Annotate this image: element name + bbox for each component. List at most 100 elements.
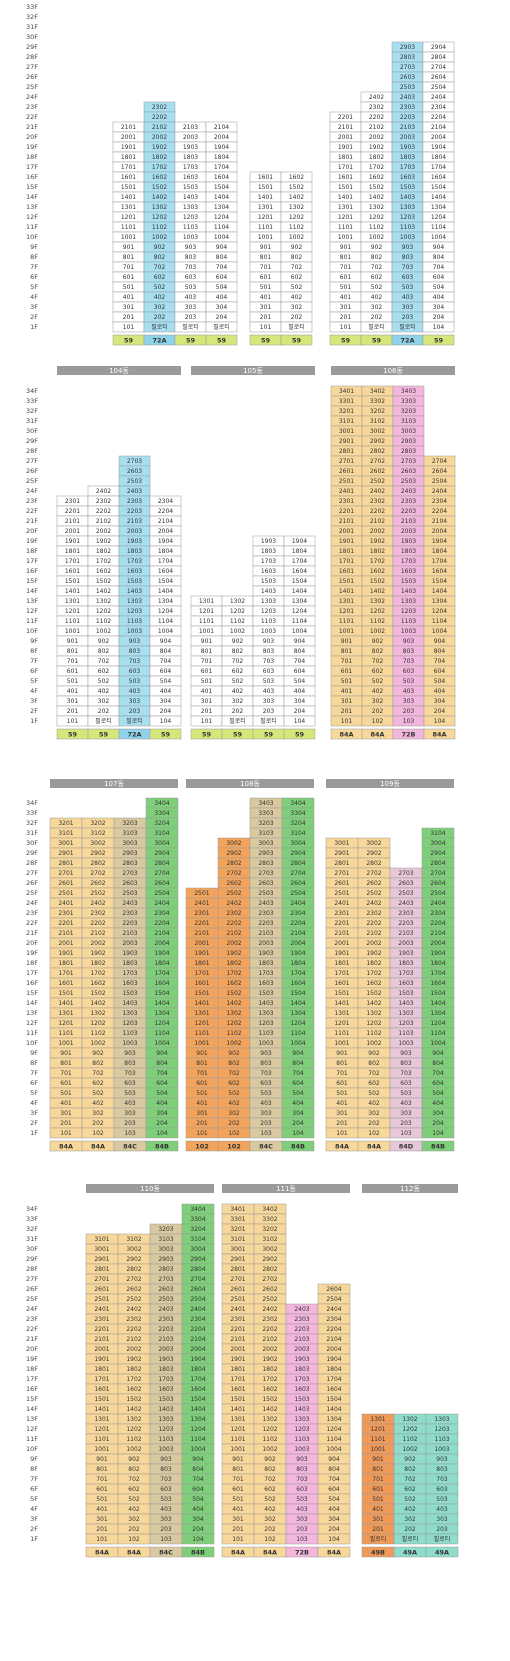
unit-number: 704 bbox=[328, 1476, 340, 1483]
unit-number: 1303 bbox=[183, 204, 198, 211]
unit-number: 902 bbox=[98, 638, 110, 645]
unit-number: 2104 bbox=[290, 930, 305, 937]
floor-label: 4F bbox=[30, 293, 38, 301]
building-name: 110동 bbox=[140, 1185, 160, 1193]
unit-number: 2204 bbox=[158, 508, 173, 515]
floor-label: 23F bbox=[26, 497, 38, 505]
unit-number: 1303 bbox=[434, 1416, 449, 1423]
unit-number: 1303 bbox=[294, 1416, 309, 1423]
unit-number: 1803 bbox=[127, 548, 142, 555]
unit-number: 3003 bbox=[158, 1246, 173, 1253]
unit-number: 704 bbox=[192, 1476, 204, 1483]
unit-number: 2704 bbox=[430, 870, 445, 877]
unit-type: 102 bbox=[195, 1143, 209, 1151]
floor-label: 11F bbox=[26, 617, 38, 625]
unit-number: 601 bbox=[67, 668, 79, 675]
unit-number: 302 bbox=[264, 1516, 276, 1523]
unit-number: 3404 bbox=[290, 800, 305, 807]
unit-number: 1104 bbox=[214, 224, 229, 231]
unit-number: 2602 bbox=[90, 880, 105, 887]
unit-number: 1702 bbox=[369, 164, 384, 171]
unit-number: 2002 bbox=[96, 528, 111, 535]
unit-number: 1803 bbox=[258, 960, 273, 967]
unit-number: 104 bbox=[434, 718, 446, 725]
unit-number: 1001 bbox=[194, 1040, 209, 1047]
unit-number: 2402 bbox=[96, 488, 111, 495]
unit-number: 2503 bbox=[127, 478, 142, 485]
floor-label: 19F bbox=[26, 537, 38, 545]
unit-number: 1601 bbox=[58, 980, 73, 987]
unit-number: 2703 bbox=[127, 458, 142, 465]
unit-number: 1701 bbox=[58, 970, 73, 977]
unit-type-cell bbox=[280, 334, 313, 346]
unit-number: 3001 bbox=[58, 840, 73, 847]
unit-number: 403 bbox=[400, 1100, 412, 1107]
unit-number: 404 bbox=[434, 688, 446, 695]
unit-number: 1201 bbox=[199, 608, 214, 615]
unit-number: 1102 bbox=[289, 224, 304, 231]
unit-number: 404 bbox=[328, 1506, 340, 1513]
unit-number: 1704 bbox=[158, 558, 173, 565]
unit-type: 84A bbox=[370, 731, 384, 739]
unit-number: 1702 bbox=[96, 558, 111, 565]
unit-number: 702 bbox=[291, 264, 303, 271]
unit-number: 602 bbox=[291, 274, 303, 281]
unit-number: 1304 bbox=[326, 1416, 341, 1423]
unit-number: 1601 bbox=[194, 980, 209, 987]
unit-number: 2001 bbox=[65, 528, 80, 535]
unit-number: 402 bbox=[98, 688, 110, 695]
unit-number: 2703 bbox=[158, 1276, 173, 1283]
unit-number: 2003 bbox=[401, 528, 416, 535]
unit-number: 2904 bbox=[290, 850, 305, 857]
unit-number: 504 bbox=[294, 678, 306, 685]
unit-number: 303 bbox=[129, 698, 141, 705]
unit-number: 204 bbox=[434, 708, 446, 715]
unit-number: 502 bbox=[371, 284, 383, 291]
unit-number: 1801 bbox=[58, 960, 73, 967]
unit-number: 2201 bbox=[65, 508, 80, 515]
unit-number: 1701 bbox=[121, 164, 136, 171]
unit-cell bbox=[425, 1533, 459, 1545]
unit-number: 1804 bbox=[290, 960, 305, 967]
unit-number: 203 bbox=[260, 1120, 272, 1127]
building-header bbox=[326, 779, 454, 788]
unit-number: 1002 bbox=[402, 1446, 417, 1453]
unit-number: 1001 bbox=[338, 234, 353, 241]
unit-number: 2202 bbox=[126, 1326, 141, 1333]
unit-number: 1801 bbox=[121, 154, 136, 161]
unit-number: 1002 bbox=[370, 628, 385, 635]
unit-number: 1803 bbox=[183, 154, 198, 161]
unit-number: 402 bbox=[128, 1506, 140, 1513]
unit-number: 901 bbox=[196, 1050, 208, 1057]
unit-number: 904 bbox=[192, 1456, 204, 1463]
unit-number: 2403 bbox=[127, 488, 142, 495]
unit-number: 2001 bbox=[58, 940, 73, 947]
unit-number: 702 bbox=[371, 264, 383, 271]
unit-number: 401 bbox=[341, 688, 353, 695]
unit-number: 404 bbox=[192, 1506, 204, 1513]
unit-type: 49A bbox=[403, 1549, 417, 1557]
unit-number: 1604 bbox=[154, 980, 169, 987]
unit-type-cell bbox=[145, 1140, 179, 1152]
unit-number: 801 bbox=[201, 648, 213, 655]
floor-label: 28F bbox=[26, 447, 38, 455]
unit-number: 2103 bbox=[401, 518, 416, 525]
unit-number: 101 bbox=[96, 1536, 108, 1543]
unit-number: 1903 bbox=[401, 538, 416, 545]
unit-number: 3402 bbox=[262, 1206, 277, 1213]
unit-number: 301 bbox=[340, 304, 352, 311]
unit-number: 1203 bbox=[401, 608, 416, 615]
unit-number: 2302 bbox=[90, 910, 105, 917]
unit-number: 102 bbox=[228, 1130, 240, 1137]
unit-number: 1702 bbox=[226, 970, 241, 977]
unit-number: 1403 bbox=[398, 1000, 413, 1007]
unit-number: 1302 bbox=[90, 1010, 105, 1017]
unit-number: 1303 bbox=[158, 1416, 173, 1423]
unit-number: 1101 bbox=[194, 1030, 209, 1037]
floor-label: 11F bbox=[26, 223, 38, 231]
unit-type: 84C bbox=[123, 1143, 137, 1151]
unit-number: 1803 bbox=[401, 548, 416, 555]
unit-number: 1903 bbox=[158, 1356, 173, 1363]
unit-number: 203 bbox=[400, 1120, 412, 1127]
unit-number: 2204 bbox=[154, 920, 169, 927]
